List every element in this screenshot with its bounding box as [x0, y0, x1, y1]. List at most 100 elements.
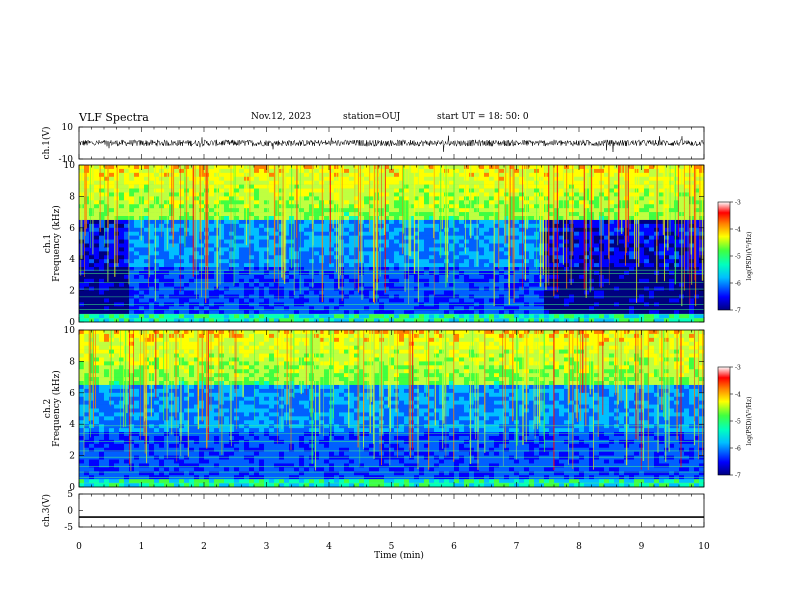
spectrogram-cell	[294, 314, 300, 319]
spectrogram-cell	[504, 251, 510, 256]
spectrogram-cell	[504, 188, 510, 193]
spectrogram-cell	[609, 176, 615, 181]
spectrogram-cell	[639, 188, 645, 193]
spectrogram-cell	[194, 298, 200, 303]
spectrogram-cell	[134, 176, 140, 181]
spectrogram-cell	[249, 267, 255, 272]
spectrogram-cell	[129, 172, 135, 178]
spectrogram-cell	[479, 306, 485, 311]
spectrogram-cell	[269, 239, 275, 244]
spectrogram-cell	[509, 239, 515, 244]
spectrogram-cell	[474, 314, 480, 319]
spectrogram-cell	[99, 208, 105, 213]
spectrogram-cell	[319, 255, 325, 260]
spectrogram-cell	[469, 239, 475, 244]
spectrogram-cell	[674, 263, 680, 268]
spectrogram-cell	[109, 267, 115, 272]
spectrogram-cell	[574, 282, 580, 287]
spectrogram-cell	[354, 255, 360, 260]
spectrogram-cell	[94, 263, 100, 268]
spectrogram-cell	[594, 247, 600, 252]
spectrogram-cell	[239, 231, 245, 236]
spectrogram-cell	[89, 267, 95, 272]
spectrogram-cell	[204, 274, 210, 280]
spectrogram-cell	[259, 278, 265, 284]
spectrogram-cell	[189, 314, 195, 319]
spectrogram-cell	[299, 208, 305, 213]
spectrogram-cell	[454, 216, 460, 221]
spectrogram-cell	[489, 251, 495, 256]
spectrogram-cell	[599, 290, 605, 295]
spectrogram-cell	[604, 204, 610, 209]
spectrogram-cell	[654, 290, 660, 295]
spectrogram-cell	[239, 310, 245, 315]
spectrogram-cell	[224, 180, 230, 185]
spectrogram-cell	[444, 274, 450, 280]
spectrogram-cell	[609, 255, 615, 260]
spectrogram-cell	[554, 200, 560, 205]
spectrogram-cell	[354, 235, 360, 240]
spectrogram-cell	[474, 243, 480, 248]
spectrogram-cell	[599, 168, 605, 174]
spectrogram-cell	[614, 200, 620, 205]
spectrogram-cell	[449, 274, 455, 280]
spectrogram-cell	[629, 318, 635, 323]
spectrogram-cell	[134, 196, 140, 201]
spectrogram-cell	[324, 219, 330, 225]
spectrogram-cell	[309, 231, 315, 236]
spectrogram-cell	[274, 200, 280, 205]
spectrogram-cell	[639, 310, 645, 315]
spectrogram-cell	[219, 196, 225, 201]
spectrogram-cell	[614, 208, 620, 213]
spectrogram-cell	[519, 192, 525, 197]
spectrogram-cell	[179, 247, 185, 252]
spectrogram-cell	[429, 172, 435, 178]
spectrogram-cell	[484, 239, 490, 244]
spectrogram-cell	[519, 290, 525, 295]
spectrogram-cell	[319, 176, 325, 181]
spectrogram-cell	[664, 176, 670, 181]
spectrogram-cell	[324, 314, 330, 319]
spectrogram-cell	[474, 298, 480, 303]
spectrogram-cell	[144, 235, 150, 240]
spectrogram-cell	[414, 278, 420, 284]
spectrogram-cell	[144, 259, 150, 264]
spectrogram-cell	[474, 219, 480, 225]
spectrogram-cell	[529, 231, 535, 236]
spectrogram-cell	[229, 165, 235, 170]
spectrogram-cell	[669, 219, 675, 225]
spectrogram-cell	[494, 278, 500, 284]
spectrogram-cell	[129, 216, 135, 221]
spectrogram-cell	[369, 255, 375, 260]
spectrogram-cell	[139, 235, 145, 240]
spectrogram-cell	[459, 306, 465, 311]
spectrogram-cell	[649, 172, 655, 178]
spectrogram-cell	[239, 227, 245, 233]
spectrogram-cell	[434, 255, 440, 260]
spectrogram-cell	[684, 314, 690, 319]
spectrogram-cell	[539, 306, 545, 311]
spectrogram-cell	[549, 231, 555, 236]
spectrogram-cell	[674, 176, 680, 181]
spectrogram-cell	[149, 165, 155, 170]
spectrogram-cell	[254, 239, 260, 244]
spectrogram-cell	[569, 231, 575, 236]
spectrogram-cell	[514, 180, 520, 185]
spectrogram-cell	[319, 267, 325, 272]
spectrogram-cell	[604, 223, 610, 229]
spectrogram-cell	[499, 204, 505, 209]
spectrogram-cell	[404, 200, 410, 205]
spectrogram-cell	[99, 227, 105, 233]
spectrogram-cell	[619, 243, 625, 248]
spectrogram-cell	[299, 172, 305, 178]
spectrogram-cell	[209, 168, 215, 174]
spectrogram-cell	[124, 184, 130, 189]
spectrogram-cell	[549, 216, 555, 221]
spectrogram-cell	[624, 306, 630, 311]
spectrogram-cell	[189, 172, 195, 178]
spectrogram-cell	[404, 306, 410, 311]
spectrogram-cell	[139, 310, 145, 315]
spectrogram-cell	[384, 172, 390, 178]
spectrogram-cell	[119, 176, 125, 181]
spectrogram-cell	[239, 219, 245, 225]
